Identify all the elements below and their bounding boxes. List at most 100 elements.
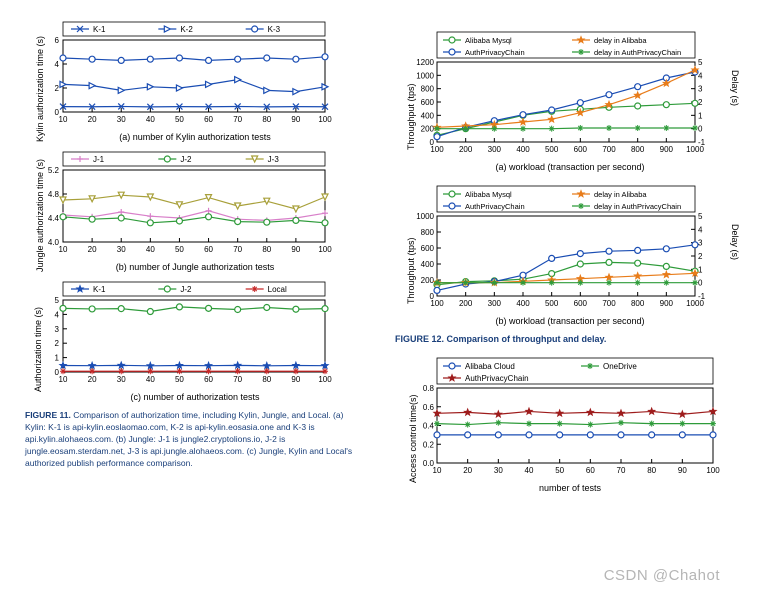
svg-text:500: 500 [545,299,559,308]
page: Kylin authorization time (s) 10203040506… [0,0,780,521]
svg-text:300: 300 [488,299,502,308]
svg-text:800: 800 [421,85,435,94]
svg-text:600: 600 [421,244,435,253]
svg-text:0: 0 [698,125,703,134]
svg-text:60: 60 [204,115,213,124]
svg-text:50: 50 [175,375,184,384]
svg-text:70: 70 [617,466,626,475]
fig12b-chart: Throughput (tps) Delay (s) 1002003004005… [395,184,745,326]
svg-text:200: 200 [421,276,435,285]
svg-text:600: 600 [574,145,588,154]
svg-text:70: 70 [233,375,242,384]
svg-text:900: 900 [660,299,674,308]
fig11b-ylabel: Jungle authorization time (s) [35,142,45,272]
svg-text:Alibaba Mysql: Alibaba Mysql [465,36,512,45]
svg-text:K-2: K-2 [180,25,193,34]
svg-text:30: 30 [117,115,126,124]
svg-text:0.8: 0.8 [423,384,435,393]
svg-text:0.2: 0.2 [423,440,435,449]
svg-text:-1: -1 [698,292,706,301]
svg-text:4.4: 4.4 [48,214,60,223]
svg-text:50: 50 [175,115,184,124]
svg-text:600: 600 [574,299,588,308]
svg-text:Alibaba Cloud: Alibaba Cloud [465,362,515,371]
svg-text:J-3: J-3 [268,155,280,164]
svg-text:30: 30 [117,245,126,254]
svg-text:80: 80 [262,115,271,124]
fig13-svg: 1020304050607080901000.00.20.40.60.8Alib… [395,356,725,481]
fig12-title: FIGURE 12. Comparison of throughput and … [395,334,745,344]
svg-text:4: 4 [698,225,703,234]
svg-text:80: 80 [647,466,656,475]
fig12b-ylabel-left: Throughput (tps) [406,204,416,304]
svg-text:20: 20 [88,375,97,384]
fig11b-chart: Jungle authorization time (s) 1020304050… [25,150,365,272]
svg-text:40: 40 [146,115,155,124]
svg-text:0.0: 0.0 [423,459,435,468]
fig13-xlabel: number of tests [395,483,745,493]
left-column: Kylin authorization time (s) 10203040506… [25,20,365,501]
fig12a-ylabel-right: Delay (s) [730,70,740,130]
svg-text:0: 0 [430,292,435,301]
fig11c-svg: 102030405060708090100012345K-1J-2Local [25,280,335,390]
svg-text:0.4: 0.4 [423,422,435,431]
svg-text:1: 1 [698,265,703,274]
svg-text:20: 20 [88,245,97,254]
svg-text:90: 90 [291,115,300,124]
fig11a-chart: Kylin authorization time (s) 10203040506… [25,20,365,142]
svg-text:10: 10 [59,115,68,124]
svg-text:5: 5 [698,58,703,67]
svg-text:100: 100 [318,375,332,384]
svg-text:0.6: 0.6 [423,403,435,412]
fig11c-chart: Authorization time (s) 10203040506070809… [25,280,365,402]
svg-text:J-2: J-2 [180,155,192,164]
fig12-title-text: Comparison of throughput and delay. [444,334,606,344]
svg-text:AuthPrivacyChain: AuthPrivacyChain [465,202,525,211]
fig11c-ylabel: Authorization time (s) [33,282,43,392]
svg-text:5.2: 5.2 [48,166,60,175]
svg-text:90: 90 [678,466,687,475]
svg-text:10: 10 [59,375,68,384]
svg-text:200: 200 [459,145,473,154]
svg-text:400: 400 [516,299,530,308]
svg-text:0: 0 [55,108,60,117]
right-column: Throughput (tps) Delay (s) 1 0 0 200 300 400 5… [395,20,745,501]
svg-text:700: 700 [602,299,616,308]
svg-text:30: 30 [117,375,126,384]
fig11a-xlabel: (a) number of Kylin authorization tests [25,132,365,142]
svg-text:40: 40 [146,375,155,384]
fig13-chart: Access control time(s) 10203040506070809… [395,356,745,493]
svg-text:4: 4 [55,310,60,319]
svg-text:2: 2 [698,252,703,261]
svg-text:4: 4 [698,71,703,80]
svg-text:4: 4 [55,60,60,69]
svg-text:800: 800 [631,145,645,154]
fig11b-xlabel: (b) number of Jungle authorization tests [25,262,365,272]
svg-text:90: 90 [291,375,300,384]
svg-text:300: 300 [488,145,502,154]
svg-text:AuthPrivacyChain: AuthPrivacyChain [465,374,529,383]
svg-text:1: 1 [55,354,60,363]
svg-text:2: 2 [55,339,60,348]
svg-text:40: 40 [146,245,155,254]
fig12b-ylabel-right: Delay (s) [730,224,740,284]
svg-text:40: 40 [525,466,534,475]
fig12b-svg: 1002003004005006007008009001000020040060… [395,184,725,314]
svg-text:3: 3 [55,325,60,334]
svg-text:10: 10 [59,245,68,254]
svg-text:6: 6 [55,36,60,45]
svg-text:delay in AuthPrivacyChain: delay in AuthPrivacyChain [594,48,681,57]
svg-text:900: 900 [660,145,674,154]
svg-text:90: 90 [291,245,300,254]
fig11-caption-text: Comparison of authorization time, includ… [25,410,352,468]
svg-text:5: 5 [698,212,703,221]
svg-text:AuthPrivacyChain: AuthPrivacyChain [465,48,525,57]
svg-text:2: 2 [55,84,60,93]
svg-text:60: 60 [586,466,595,475]
svg-text:50: 50 [175,245,184,254]
svg-text:1000: 1000 [416,212,434,221]
svg-text:4.0: 4.0 [48,238,60,247]
svg-text:K-1: K-1 [93,25,106,34]
svg-text:0: 0 [55,368,60,377]
watermark: CSDN @Chahot [604,567,720,584]
